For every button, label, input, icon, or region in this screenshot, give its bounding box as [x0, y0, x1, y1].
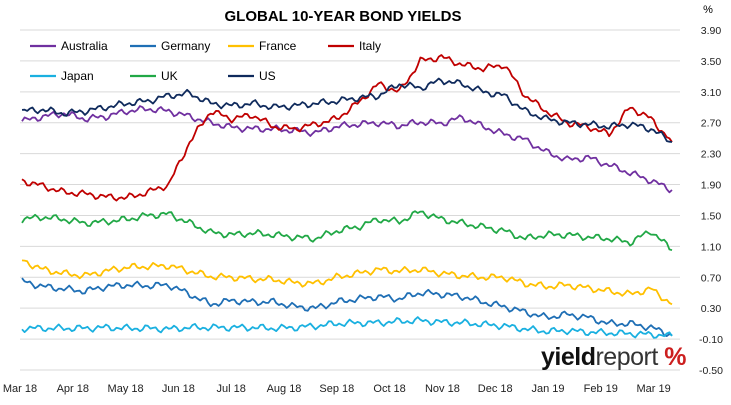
series-line-japan: [21, 316, 673, 339]
legend-label: UK: [161, 69, 178, 83]
legend-label: France: [259, 39, 297, 53]
series-line-uk: [21, 210, 673, 252]
legend-label: Germany: [161, 39, 210, 53]
series-line-us: [21, 77, 673, 143]
x-tick-label: Dec 18: [478, 383, 513, 395]
chart-title: GLOBAL 10-YEAR BOND YIELDS: [225, 8, 462, 25]
legend-label: Italy: [359, 39, 381, 53]
y-tick-label: -0.50: [699, 365, 723, 377]
series-line-france: [21, 259, 673, 306]
series-line-germany: [21, 277, 673, 337]
logo-text-yield: yield: [541, 343, 596, 371]
x-tick-label: Feb 19: [584, 383, 618, 395]
x-tick-label: Mar 19: [636, 383, 670, 395]
y-tick-label: 3.50: [701, 56, 722, 68]
x-tick-label: Jul 18: [217, 383, 246, 395]
series-line-australia: [21, 105, 673, 194]
logo-text-report: report: [595, 343, 658, 371]
legend-label: US: [259, 69, 276, 83]
y-tick-label: 3.90: [701, 25, 722, 37]
x-tick-label: Mar 18: [3, 383, 37, 395]
y-tick-label: 0.70: [701, 272, 722, 284]
x-tick-label: Jan 19: [531, 383, 564, 395]
legend-label: Australia: [61, 39, 108, 53]
x-tick-label: Nov 18: [425, 383, 460, 395]
x-tick-label: Oct 18: [373, 383, 405, 395]
y-tick-label: 0.30: [701, 303, 722, 315]
y-unit-label: %: [703, 4, 713, 16]
yieldreport-logo: yieldreport %: [541, 343, 686, 373]
x-tick-label: Sep 18: [319, 383, 354, 395]
y-tick-label: 2.30: [701, 149, 722, 161]
logo-text-percent: %: [664, 343, 686, 371]
x-tick-label: Aug 18: [267, 383, 302, 395]
x-tick-label: Jun 18: [162, 383, 195, 395]
y-tick-label: 1.10: [701, 241, 722, 253]
y-tick-label: -0.10: [699, 334, 723, 346]
legend-label: Japan: [61, 69, 94, 83]
y-tick-label: 2.70: [701, 118, 722, 130]
y-tick-label: 1.50: [701, 210, 722, 222]
series-line-italy: [21, 54, 673, 202]
x-tick-label: May 18: [108, 383, 144, 395]
y-tick-label: 1.90: [701, 180, 722, 192]
x-tick-label: Apr 18: [57, 383, 89, 395]
y-tick-label: 3.10: [701, 87, 722, 99]
